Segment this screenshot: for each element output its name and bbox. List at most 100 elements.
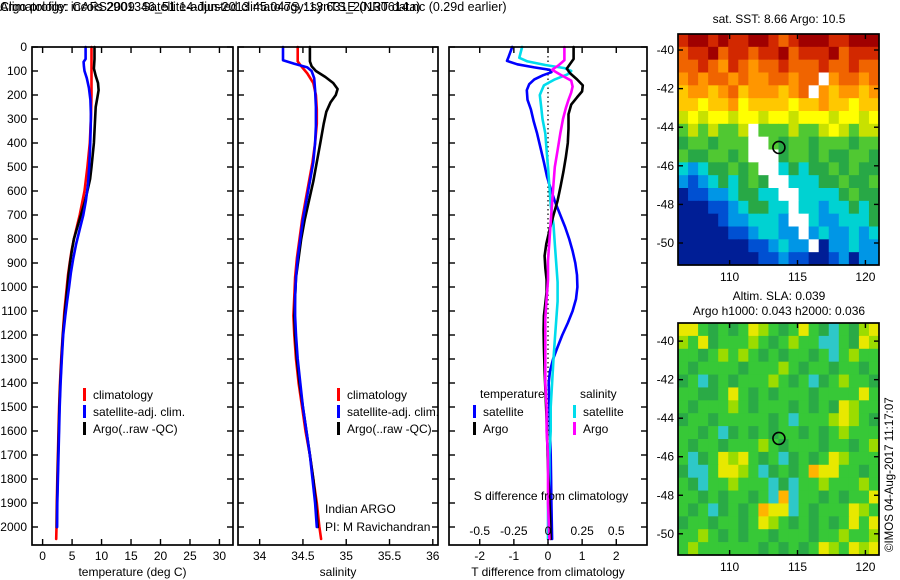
svg-text:700: 700 <box>7 208 27 222</box>
svg-text:0: 0 <box>39 549 46 563</box>
temperature-series-argo <box>55 45 100 529</box>
svg-text:-42: -42 <box>657 373 675 387</box>
page-title-line2: Climatology: CARS2009. Satellite-adjuste… <box>0 0 507 14</box>
temperature-axes-box <box>31 46 234 546</box>
program-pi: PI: M Ravichandran <box>325 520 431 534</box>
satellite-adj-line-swatch <box>337 405 340 418</box>
svg-text:900: 900 <box>7 256 27 270</box>
program-annotation: Indian ARGO PI: M Ravichandran <box>325 500 430 536</box>
svg-text:115: 115 <box>788 270 807 284</box>
argo-s-line-swatch <box>573 422 576 435</box>
difference-legend-temperature: temperature satellite Argo <box>473 386 545 437</box>
legend-label: Argo(..raw -QC) <box>347 421 432 436</box>
svg-text:1100: 1100 <box>1 304 27 318</box>
temperature-xlabel: temperature (deg C) <box>78 565 186 579</box>
svg-text:1500: 1500 <box>0 400 27 414</box>
difference-series-t-satellite <box>505 45 579 541</box>
copyright-stamp: ©IMOS 04-Aug-2017 11:17:07 <box>884 397 896 552</box>
page-title-line1: Argo profile: incois 2901346_51 14-Jun-2… <box>0 0 421 14</box>
svg-text:-2: -2 <box>474 549 485 563</box>
svg-text:100: 100 <box>7 64 27 78</box>
legend-header-temperature: temperature <box>480 387 545 401</box>
temperature-legend: climatology satellite-adj. clim. Argo(..… <box>83 386 185 437</box>
svg-text:1600: 1600 <box>0 424 27 438</box>
svg-text:500: 500 <box>7 160 27 174</box>
svg-text:0.25: 0.25 <box>570 524 594 538</box>
svg-text:-48: -48 <box>657 197 675 211</box>
argo-t-line-swatch <box>473 422 476 435</box>
svg-text:1300: 1300 <box>0 352 27 366</box>
svg-text:-42: -42 <box>657 82 675 96</box>
legend-label: satellite <box>583 404 624 419</box>
argo-location-marker <box>772 140 786 155</box>
legend-label: climatology <box>347 387 408 402</box>
svg-text:25: 25 <box>183 549 197 563</box>
svg-text:20: 20 <box>154 549 168 563</box>
salinity-xlabel: salinity <box>320 565 357 579</box>
legend-item-satellite-adj: satellite-adj. clim. <box>337 403 439 420</box>
svg-text:-44: -44 <box>657 411 675 425</box>
svg-text:-40: -40 <box>657 334 675 348</box>
legend-item-argo-s: Argo <box>573 420 624 437</box>
salinity-ticks <box>238 46 438 545</box>
s-axis-title: S difference from climatology <box>474 489 629 503</box>
legend-label: satellite-adj. clim. <box>93 404 186 419</box>
difference-ticks <box>449 46 647 545</box>
svg-text:0: 0 <box>545 549 552 563</box>
svg-text:-40: -40 <box>657 43 675 57</box>
svg-text:30: 30 <box>213 549 227 563</box>
satellite-s-line-swatch <box>573 405 576 418</box>
legend-item-argo: Argo(..raw -QC) <box>337 420 439 437</box>
svg-text:1400: 1400 <box>0 376 27 390</box>
difference-legend-salinity: salinity satellite Argo <box>573 386 624 437</box>
legend-item-satellite-adj: satellite-adj. clim. <box>83 403 185 420</box>
legend-item-climatology: climatology <box>83 386 185 403</box>
svg-text:1200: 1200 <box>0 328 27 342</box>
argo-location-marker <box>772 431 786 446</box>
sst-map-axes-box <box>677 33 880 266</box>
svg-text:600: 600 <box>7 184 27 198</box>
svg-text:110: 110 <box>720 560 739 574</box>
temperature-ticks <box>32 46 233 545</box>
legend-item-argo-t: Argo <box>473 420 545 437</box>
svg-text:34.5: 34.5 <box>291 549 315 563</box>
svg-text:10: 10 <box>95 549 109 563</box>
svg-text:35: 35 <box>340 549 354 563</box>
svg-text:1000: 1000 <box>0 280 27 294</box>
svg-text:-48: -48 <box>657 488 675 502</box>
svg-text:-44: -44 <box>657 120 675 134</box>
legend-item-climatology: climatology <box>337 386 439 403</box>
climatology-line-swatch <box>83 388 86 401</box>
argo-line-swatch <box>83 422 86 435</box>
legend-label: Argo(..raw -QC) <box>93 421 178 436</box>
legend-label: Argo <box>583 421 609 436</box>
svg-text:34: 34 <box>253 549 267 563</box>
difference-panel: -2 -1 0 1 2 T difference from climatology S di… <box>448 45 648 579</box>
sla-map-grid <box>678 323 880 556</box>
difference-series-s-argo <box>543 45 574 541</box>
svg-text:-46: -46 <box>657 450 675 464</box>
legend-label: Argo <box>483 421 509 436</box>
svg-text:-0.5: -0.5 <box>469 524 490 538</box>
svg-text:15: 15 <box>124 549 138 563</box>
difference-xlabel: T difference from climatology <box>471 565 625 579</box>
svg-text:1700: 1700 <box>0 448 27 462</box>
satellite-adj-line-swatch <box>83 405 86 418</box>
svg-text:36: 36 <box>426 549 440 563</box>
salinity-series-satellite-adj <box>281 45 319 529</box>
sst-map-ticks <box>678 34 879 265</box>
svg-text:120: 120 <box>855 270 875 284</box>
svg-text:120: 120 <box>855 560 875 574</box>
svg-text:5: 5 <box>69 549 76 563</box>
program-name: Indian ARGO <box>325 502 396 516</box>
sla-map-title-line2: Argo h1000: 0.043 h2000: 0.036 <box>692 304 866 318</box>
salinity-axes-box <box>237 46 439 546</box>
svg-text:200: 200 <box>7 88 27 102</box>
svg-text:110: 110 <box>720 270 739 284</box>
sst-map-grid <box>678 34 880 266</box>
climatology-line-swatch <box>337 388 340 401</box>
sst-map-panel: 110 115 120 -40 -42 -44 -46 -48 -50 <box>657 33 880 284</box>
svg-text:2000: 2000 <box>0 520 27 534</box>
